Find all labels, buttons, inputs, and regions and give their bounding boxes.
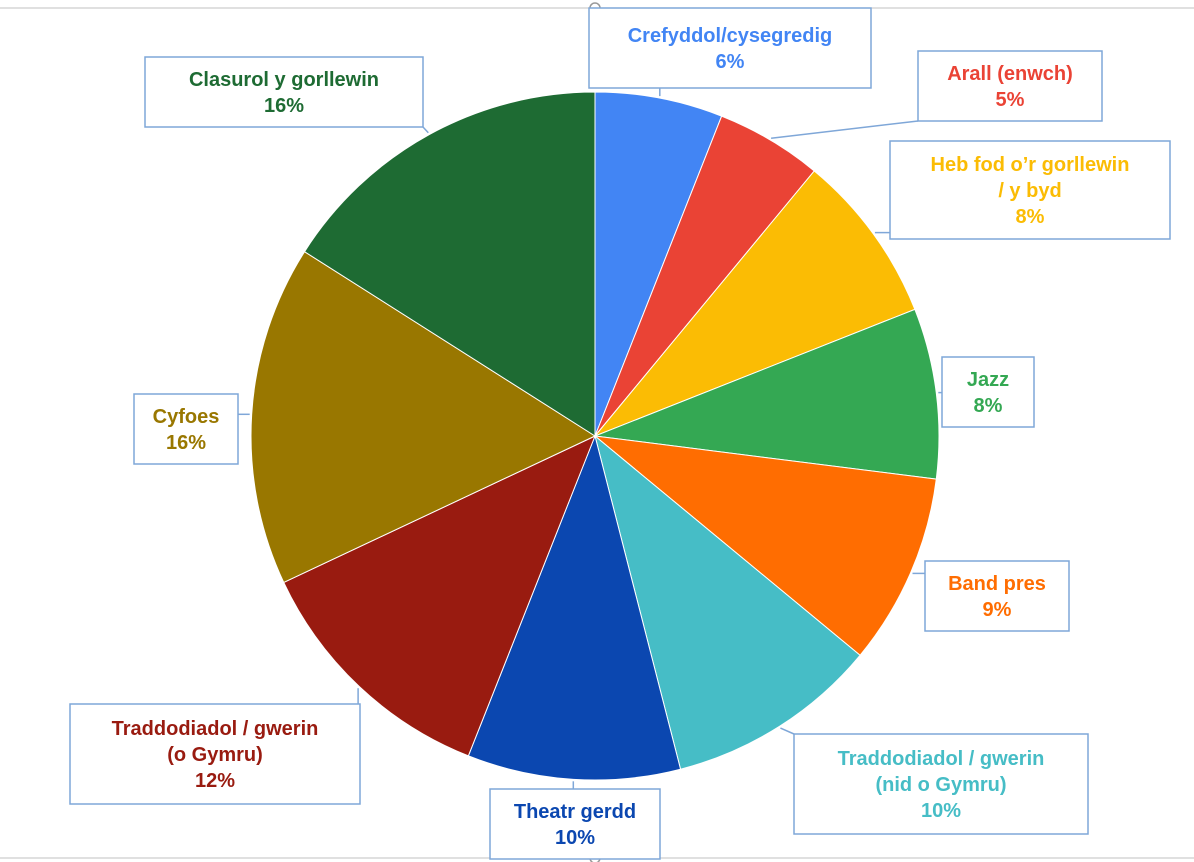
callout-box bbox=[889, 140, 1171, 240]
slice-label: (o Gymru) bbox=[167, 744, 263, 766]
leader-line-traddodiadol-gwerin-nid-o-gymru bbox=[780, 727, 795, 735]
callout-box bbox=[133, 393, 239, 465]
callout-clasurol-y-gorllewin: Clasurol y gorllewin 16% bbox=[144, 56, 424, 128]
pie-slice-heb-fod-o-r-gorllewin-y-byd[interactable] bbox=[594, 170, 916, 437]
callout-box bbox=[917, 50, 1103, 122]
pie-slice-traddodiadol-gwerin-o-gymru[interactable] bbox=[283, 435, 596, 757]
pie-slice-cyfoes[interactable] bbox=[250, 250, 597, 584]
callout-jazz: Jazz 8% bbox=[941, 356, 1035, 428]
slice-label: Clasurol y gorllewin bbox=[189, 69, 379, 91]
callout-box bbox=[144, 56, 424, 128]
slice-value-label: 10% bbox=[921, 800, 961, 822]
callout-box bbox=[793, 733, 1089, 835]
slice-value-label: 16% bbox=[264, 95, 304, 117]
pie-slice-jazz[interactable] bbox=[594, 308, 940, 480]
leader-line-arall-enwch bbox=[771, 120, 919, 139]
slice-value-label: 12% bbox=[195, 770, 235, 792]
slice-label: Arall (enwch) bbox=[947, 63, 1073, 85]
callout-band-pres: Band pres 9% bbox=[924, 560, 1070, 632]
slice-label: Band pres bbox=[948, 573, 1046, 595]
callout-theatr-gerdd: Theatr gerdd 10% bbox=[489, 788, 661, 860]
slice-label: Heb fod o’r gorllewin bbox=[931, 154, 1130, 176]
callout-heb-fod-o-r-gorllewin-y-byd: Heb fod o’r gorllewin / y byd 8% bbox=[889, 140, 1171, 240]
callout-crefyddol-cysegredig: Crefyddol/cysegredig 6% bbox=[588, 7, 872, 89]
callout-box bbox=[924, 560, 1070, 632]
callout-box bbox=[588, 7, 872, 89]
slice-label: Theatr gerdd bbox=[514, 801, 636, 823]
slice-value-label: 8% bbox=[1016, 206, 1045, 228]
slice-label: Cyfoes bbox=[153, 406, 220, 428]
callout-arall-enwch: Arall (enwch) 5% bbox=[917, 50, 1103, 122]
slice-value-label: 5% bbox=[996, 89, 1025, 111]
slice-label: (nid o Gymru) bbox=[875, 774, 1006, 796]
slice-value-label: 8% bbox=[974, 395, 1003, 417]
slice-value-label: 10% bbox=[555, 827, 595, 849]
slice-label: / y byd bbox=[998, 180, 1061, 202]
slice-value-label: 16% bbox=[166, 432, 206, 454]
pie-slice-band-pres[interactable] bbox=[593, 435, 937, 656]
leader-lines bbox=[238, 88, 942, 789]
pie-slices bbox=[250, 91, 940, 781]
slice-value-label: 6% bbox=[716, 51, 745, 73]
slice-label: Crefyddol/cysegredig bbox=[628, 25, 833, 47]
callout-traddodiadol-gwerin-nid-o-gymru: Traddodiadol / gwerin (nid o Gymru) 10% bbox=[793, 733, 1089, 835]
data-label-callouts: Crefyddol/cysegredig 6% Arall (enwch) 5% Heb… bbox=[69, 7, 1171, 860]
callout-traddodiadol-gwerin-o-gymru: Traddodiadol / gwerin (o Gymru) 12% bbox=[69, 703, 361, 805]
callout-box bbox=[489, 788, 661, 860]
callout-box bbox=[69, 703, 361, 805]
slice-value-label: 9% bbox=[983, 599, 1012, 621]
slice-label: Jazz bbox=[967, 369, 1009, 391]
slice-label: Traddodiadol / gwerin bbox=[838, 748, 1045, 770]
pie-slice-traddodiadol-gwerin-nid-o-gymru[interactable] bbox=[594, 434, 861, 770]
leader-line-clasurol-y-gorllewin bbox=[422, 126, 429, 134]
slice-label: Traddodiadol / gwerin bbox=[112, 718, 319, 740]
callout-box bbox=[941, 356, 1035, 428]
pie-slice-clasurol-y-gorllewin[interactable] bbox=[303, 91, 596, 437]
pie-slice-crefyddol-cysegredig[interactable] bbox=[594, 91, 723, 437]
callout-cyfoes: Cyfoes 16% bbox=[133, 393, 239, 465]
pie-slice-theatr-gerdd[interactable] bbox=[467, 434, 682, 781]
